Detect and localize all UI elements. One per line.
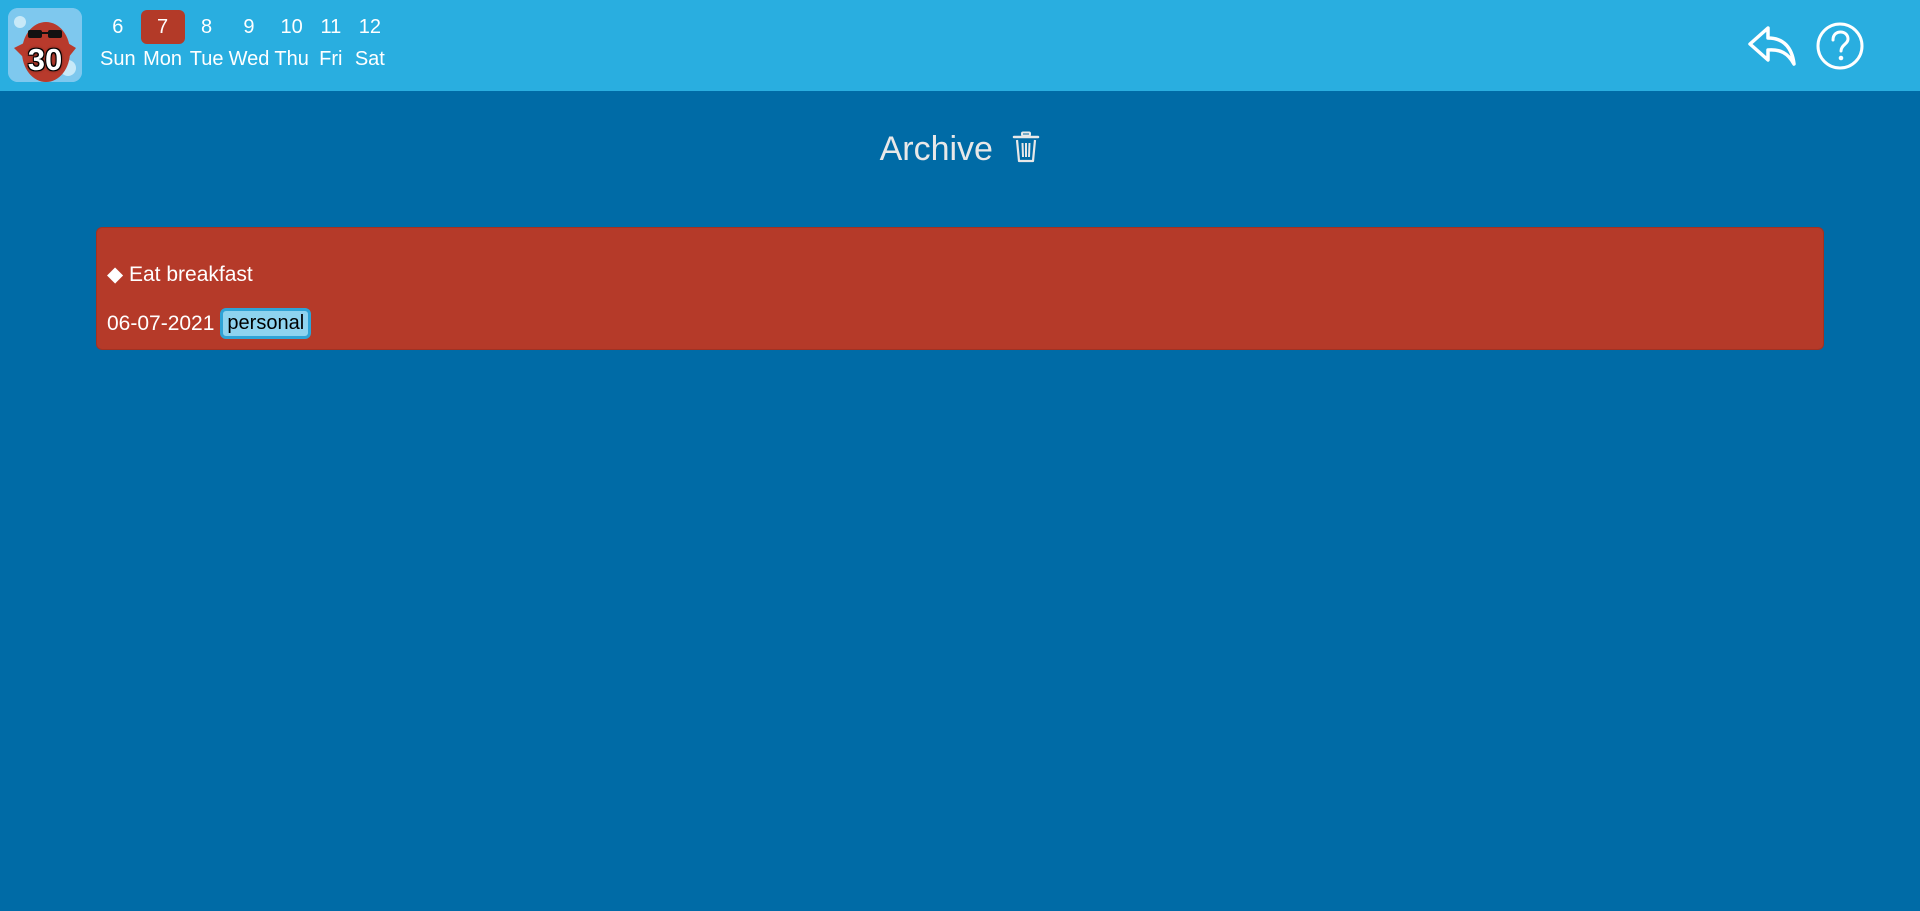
top-bar: 30 6 Sun 7 Mon 8 Tue 9 Wed 10 Thu 11 Fri… <box>0 0 1920 91</box>
page-title: Archive <box>0 130 1920 172</box>
day-name: Thu <box>274 48 309 70</box>
day-tue[interactable]: 8 Tue <box>190 10 224 71</box>
day-fri[interactable]: 11 Fri <box>314 10 348 71</box>
day-name: Wed <box>228 48 270 70</box>
task-title: ◆ Eat breakfast <box>107 262 253 287</box>
trash-icon[interactable] <box>1012 131 1040 172</box>
diamond-icon: ◆ <box>107 263 124 286</box>
day-name: Sat <box>354 48 385 70</box>
day-wed[interactable]: 9 Wed <box>229 10 270 71</box>
reply-arrow-icon[interactable] <box>1746 20 1798 72</box>
help-circle-icon[interactable] <box>1814 20 1866 72</box>
day-sat[interactable]: 12 Sat <box>353 10 387 71</box>
day-sun[interactable]: 6 Sun <box>100 10 136 71</box>
day-name: Fri <box>319 48 343 70</box>
logo-number: 30 <box>27 42 63 77</box>
day-number: 6 <box>112 16 124 38</box>
page-title-text: Archive <box>879 130 993 168</box>
day-number: 8 <box>201 16 213 38</box>
task-date: 06-07-2021 <box>107 311 215 335</box>
archived-task-card[interactable]: ◆ Eat breakfast 06-07-2021 personal <box>96 227 1824 350</box>
task-meta: 06-07-2021 personal <box>107 308 312 339</box>
tag-badge[interactable]: personal <box>220 308 312 339</box>
day-thu[interactable]: 10 Thu <box>274 10 308 71</box>
day-number: 11 <box>320 16 342 38</box>
day-name: Mon <box>143 48 183 70</box>
mascot-icon <box>8 8 82 82</box>
week-selector: 6 Sun 7 Mon 8 Tue 9 Wed 10 Thu 11 Fri 12… <box>100 10 392 71</box>
day-name: Tue <box>189 48 224 70</box>
day-name: Sun <box>100 48 136 70</box>
day-number: 12 <box>358 16 381 38</box>
task-title-text: Eat breakfast <box>129 263 253 286</box>
app-logo[interactable]: 30 <box>8 8 82 82</box>
day-number: 9 <box>243 16 255 38</box>
day-number: 10 <box>280 16 303 38</box>
day-number-selected: 7 <box>140 10 185 44</box>
day-mon[interactable]: 7 Mon <box>140 10 185 71</box>
